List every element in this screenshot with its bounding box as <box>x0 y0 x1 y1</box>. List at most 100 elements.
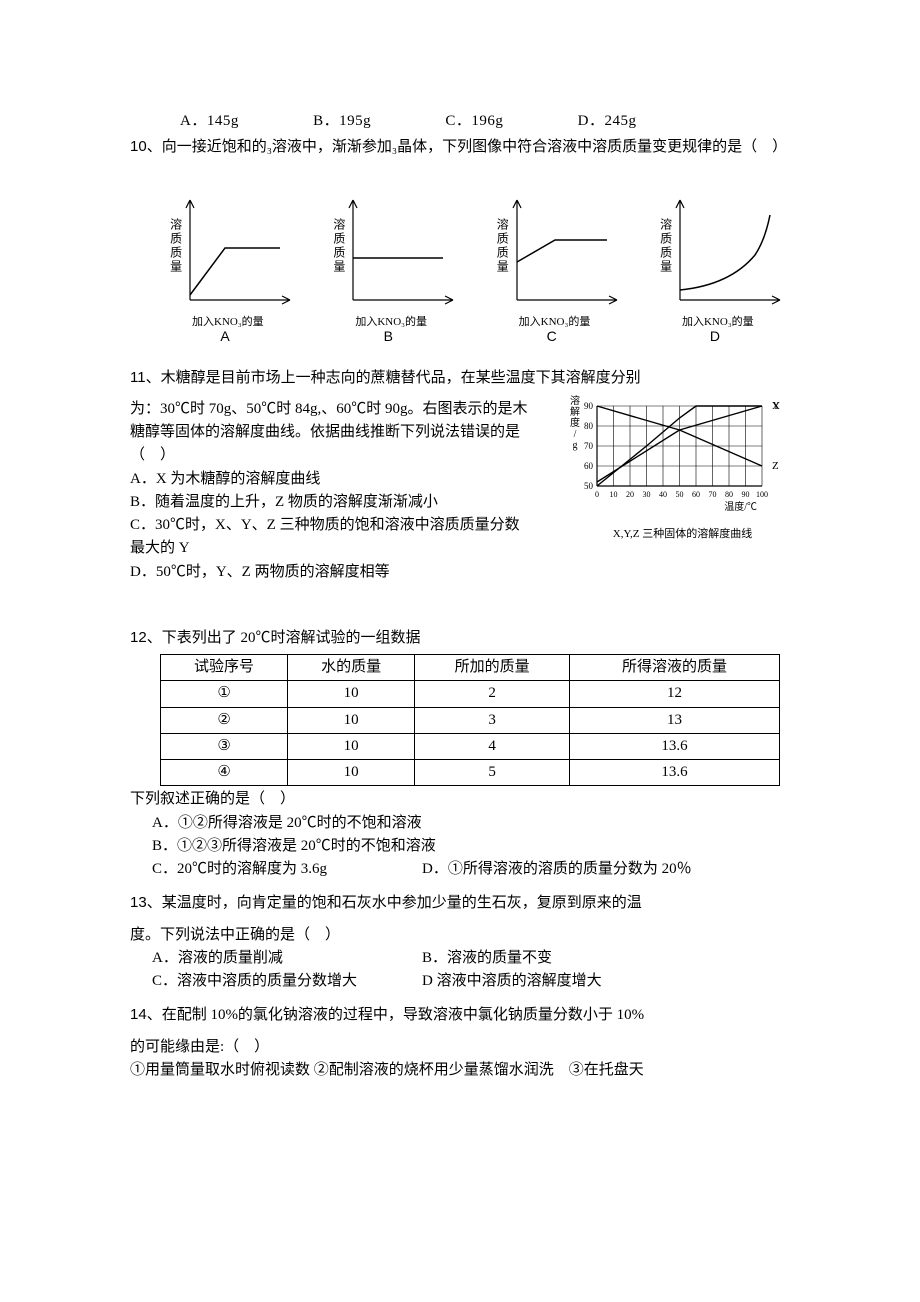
q10-charts: 溶质质量加入KNO₃的量A 溶质质量加入KNO₃的量B 溶质质量加入KNO₃的量… <box>150 190 790 350</box>
q13-opt-d: D 溶液中溶质的溶解度增大 <box>422 970 602 993</box>
q11-stem1: 、木糖醇是目前市场上一种志向的蔗糖替代品，在某些温度下其溶解度分别 <box>146 370 641 386</box>
chart-c-xlabel: 加入KNO₃的量 <box>519 314 591 331</box>
q12-table: 试验序号水的质量所加的质量所得溶液的质量 ①10212②10313③10413.… <box>160 654 780 786</box>
table-cell: ③ <box>161 733 288 759</box>
q12-post: 下列叙述正确的是（ ） <box>130 788 790 811</box>
q11-chart-caption: X,Y,Z 三种固体的溶解度曲线 <box>565 526 800 543</box>
table-cell: 13.6 <box>569 733 779 759</box>
svg-text:10: 10 <box>610 490 618 499</box>
svg-text:40: 40 <box>659 490 667 499</box>
q10: 10、向一接近饱和的₃溶液中，渐渐参加₃晶体，下列图像中符合溶液中溶质质量变更规… <box>130 135 790 159</box>
svg-text:50: 50 <box>676 490 684 499</box>
q13-cd-row: C．溶液中溶质的质量分数增大 D 溶液中溶质的溶解度增大 <box>130 970 790 993</box>
chart-a-xlabel: 加入KNO₃的量 <box>192 314 264 331</box>
table-row: ②10313 <box>161 707 780 733</box>
table-cell: 10 <box>288 707 415 733</box>
q12-opt-a: A．①②所得溶液是 20℃时的不饱和溶液 <box>130 812 790 835</box>
q10-chart-b: 溶质质量加入KNO₃的量B <box>313 190 463 350</box>
svg-text:度: 度 <box>570 416 580 429</box>
svg-text:0: 0 <box>595 490 599 499</box>
table-cell: 13.6 <box>569 760 779 786</box>
q10-chart-a: 溶质质量加入KNO₃的量A <box>150 190 300 350</box>
table-row: ①10212 <box>161 681 780 707</box>
svg-text:80: 80 <box>584 421 594 431</box>
svg-text:90: 90 <box>584 401 594 411</box>
table-row: ③10413.6 <box>161 733 780 759</box>
table-cell: 4 <box>415 733 570 759</box>
table-header: 水的质量 <box>288 655 415 681</box>
table-cell: 2 <box>415 681 570 707</box>
table-row: ④10513.6 <box>161 760 780 786</box>
table-header: 所加的质量 <box>415 655 570 681</box>
q12-opt-d: D．①所得溶液的溶质的质量分数为 20％ <box>422 858 692 881</box>
q13-stem2: 度。下列说法中正确的是（ ） <box>130 924 790 947</box>
svg-text:70: 70 <box>584 441 594 451</box>
chart-c-ylabel: 溶质质量 <box>493 218 512 274</box>
q12-opt-b: B．①②③所得溶液是 20℃时的不饱和溶液 <box>130 835 790 858</box>
q13-opt-c: C．溶液中溶质的质量分数增大 <box>152 970 422 993</box>
svg-text:30: 30 <box>643 490 651 499</box>
table-cell: ④ <box>161 760 288 786</box>
q9-opt-b: B．195g <box>313 110 371 133</box>
svg-text:60: 60 <box>584 461 594 471</box>
svg-text:80: 80 <box>725 490 733 499</box>
table-header: 试验序号 <box>161 655 288 681</box>
table-header: 所得溶液的质量 <box>569 655 779 681</box>
svg-text:50: 50 <box>584 481 594 491</box>
q14-num: 14 <box>130 1006 147 1023</box>
q11-chart-svg: 01020304050607080901005060708090XYZ温度/℃溶… <box>565 386 800 516</box>
q9-opt-d: D．245g <box>578 110 637 133</box>
q12-num: 12 <box>130 629 147 646</box>
chart-d-ylabel: 溶质质量 <box>656 218 675 274</box>
chart-b-ylabel: 溶质质量 <box>329 218 348 274</box>
q14: 14、在配制 10%的氯化钠溶液的过程中，导致溶液中氯化钠质量分数小于 10% <box>130 1003 790 1027</box>
q13-opt-a: A．溶液的质量削减 <box>152 947 422 970</box>
q13-num: 13 <box>130 894 147 911</box>
q13-opt-b: B．溶液的质量不变 <box>422 947 552 970</box>
q14-stem2: 的可能缘由是:（ ） <box>130 1036 790 1059</box>
q12-opt-cd-row: C．20℃时的溶解度为 3.6g D．①所得溶液的溶质的质量分数为 20％ <box>130 858 790 881</box>
svg-text:90: 90 <box>742 490 750 499</box>
table-cell: 3 <box>415 707 570 733</box>
svg-text:g: g <box>573 440 578 451</box>
q10-num: 10 <box>130 138 147 155</box>
q12-opt-c: C．20℃时的溶解度为 3.6g <box>152 858 422 881</box>
table-cell: 13 <box>569 707 779 733</box>
q11-num: 11 <box>130 369 146 386</box>
q11-stem2: 为：30℃时 70g、50℃时 84g,、60℃时 90g。右图表示的是木糖醇等… <box>130 401 528 464</box>
svg-text:Z: Z <box>772 460 779 472</box>
q13: 13、某温度时，向肯定量的饱和石灰水中参加少量的生石灰，复原到原来的温 <box>130 891 790 915</box>
svg-text:解: 解 <box>570 405 580 418</box>
q14-line3: ①用量筒量取水时俯视读数 ②配制溶液的烧杯用少量蒸馏水润洗 ③在托盘天 <box>130 1059 790 1082</box>
svg-text:溶: 溶 <box>570 394 580 407</box>
q13-ab-row: A．溶液的质量削减 B．溶液的质量不变 <box>130 947 790 970</box>
table-cell: ② <box>161 707 288 733</box>
chart-b-xlabel: 加入KNO₃的量 <box>355 314 427 331</box>
table-cell: 12 <box>569 681 779 707</box>
q12: 12、下表列出了 20℃时溶解试验的一组数据 <box>130 626 790 650</box>
q11: 11、木糖醇是目前市场上一种志向的蔗糖替代品，在某些温度下其溶解度分别 为：30… <box>130 366 790 584</box>
svg-text:60: 60 <box>692 490 700 499</box>
table-cell: 10 <box>288 681 415 707</box>
svg-text:温度/℃: 温度/℃ <box>724 500 757 513</box>
table-cell: 10 <box>288 733 415 759</box>
q10-chart-c: 溶质质量加入KNO₃的量C <box>477 190 627 350</box>
q9-opt-c: C．196g <box>445 110 503 133</box>
q12-stem: 、下表列出了 20℃时溶解试验的一组数据 <box>147 630 421 646</box>
chart-d-xlabel: 加入KNO₃的量 <box>682 314 754 331</box>
q14-stem1: 、在配制 10%的氯化钠溶液的过程中，导致溶液中氯化钠质量分数小于 10% <box>147 1007 645 1023</box>
table-cell: 10 <box>288 760 415 786</box>
table-cell: 5 <box>415 760 570 786</box>
svg-text:20: 20 <box>626 490 634 499</box>
svg-text:Y: Y <box>772 400 780 412</box>
svg-text:/: / <box>574 429 577 440</box>
q13-stem1: 、某温度时，向肯定量的饱和石灰水中参加少量的生石灰，复原到原来的温 <box>147 895 642 911</box>
q11-chart: 01020304050607080901005060708090XYZ温度/℃溶… <box>565 386 800 543</box>
chart-a-ylabel: 溶质质量 <box>166 218 185 274</box>
q10-chart-d: 溶质质量加入KNO₃的量D <box>640 190 790 350</box>
svg-text:100: 100 <box>756 490 768 499</box>
svg-text:70: 70 <box>709 490 717 499</box>
table-cell: ① <box>161 681 288 707</box>
q9-options: A．145g B．195g C．196g D．245g <box>130 110 790 133</box>
q10-stem: 、向一接近饱和的₃溶液中，渐渐参加₃晶体，下列图像中符合溶液中溶质质量变更规律的… <box>147 139 787 155</box>
